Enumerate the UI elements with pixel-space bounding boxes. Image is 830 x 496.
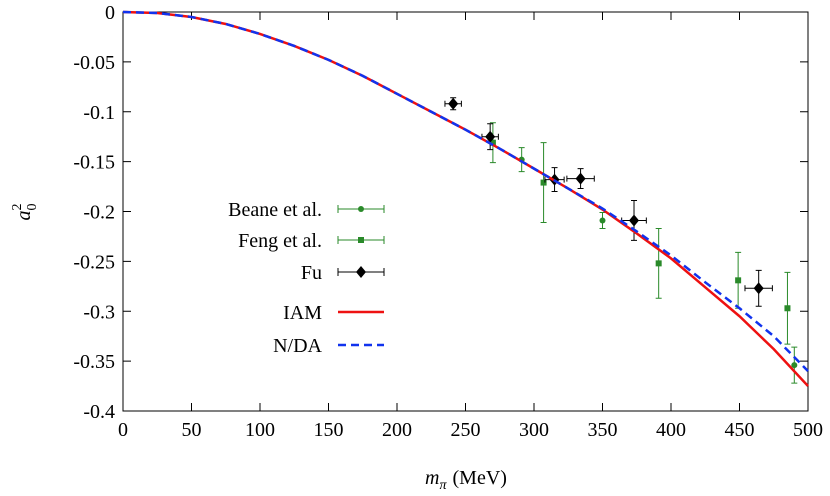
y-tick-label: -0.25 bbox=[73, 251, 115, 273]
y-tick-label: -0.35 bbox=[73, 351, 115, 373]
y-tick-label: 0 bbox=[105, 2, 115, 24]
point bbox=[655, 260, 662, 267]
x-tick-label: 0 bbox=[118, 419, 128, 441]
x-tick-label: 50 bbox=[182, 419, 202, 441]
x-tick-label: 250 bbox=[451, 419, 481, 441]
point bbox=[540, 179, 547, 186]
legend-marker bbox=[358, 206, 364, 212]
y-subscript: 0 bbox=[25, 204, 40, 211]
legend-marker bbox=[356, 266, 366, 278]
legend-label: N/DA bbox=[273, 335, 322, 357]
y-superscript: 2 bbox=[10, 204, 25, 211]
point bbox=[489, 139, 496, 146]
x-tick-label: 500 bbox=[793, 419, 823, 441]
legend-label: Feng et al. bbox=[238, 230, 322, 252]
point bbox=[791, 362, 798, 369]
point bbox=[599, 217, 606, 224]
point bbox=[735, 277, 742, 284]
x-subscript: π bbox=[440, 478, 448, 491]
x-tick-label: 200 bbox=[382, 419, 412, 441]
point bbox=[629, 214, 640, 227]
x-axis-label: mπ (MeV) bbox=[425, 467, 507, 491]
legend-label: Beane et al. bbox=[228, 199, 322, 221]
x-tick-label: 150 bbox=[314, 419, 344, 441]
y-tick-label: -0.4 bbox=[83, 401, 115, 423]
point bbox=[448, 97, 459, 110]
point bbox=[575, 172, 586, 185]
y-axis-label: a20 bbox=[10, 204, 40, 221]
curve bbox=[122, 10, 809, 387]
point bbox=[784, 305, 791, 312]
y-symbol: a bbox=[13, 211, 35, 221]
plot-frame bbox=[122, 11, 809, 412]
legend-label: IAM bbox=[283, 302, 322, 324]
x-tick-label: 400 bbox=[656, 419, 686, 441]
y-tick-label: -0.05 bbox=[73, 52, 115, 74]
x-tick-label: 300 bbox=[519, 419, 549, 441]
x-symbol: m bbox=[425, 467, 439, 489]
legend-label: Fu bbox=[301, 262, 322, 284]
curve bbox=[122, 10, 809, 372]
y-tick-label: -0.2 bbox=[83, 202, 115, 224]
x-tick-label: 450 bbox=[725, 419, 755, 441]
point bbox=[485, 130, 496, 143]
point bbox=[753, 282, 764, 295]
y-tick-label: -0.15 bbox=[73, 152, 115, 174]
x-tick-label: 100 bbox=[245, 419, 275, 441]
y-tick-label: -0.3 bbox=[83, 301, 115, 323]
x-unit: (MeV) bbox=[453, 467, 507, 489]
y-tick-label: -0.1 bbox=[83, 102, 115, 124]
x-tick-label: 350 bbox=[588, 419, 618, 441]
legend-marker bbox=[358, 237, 364, 243]
